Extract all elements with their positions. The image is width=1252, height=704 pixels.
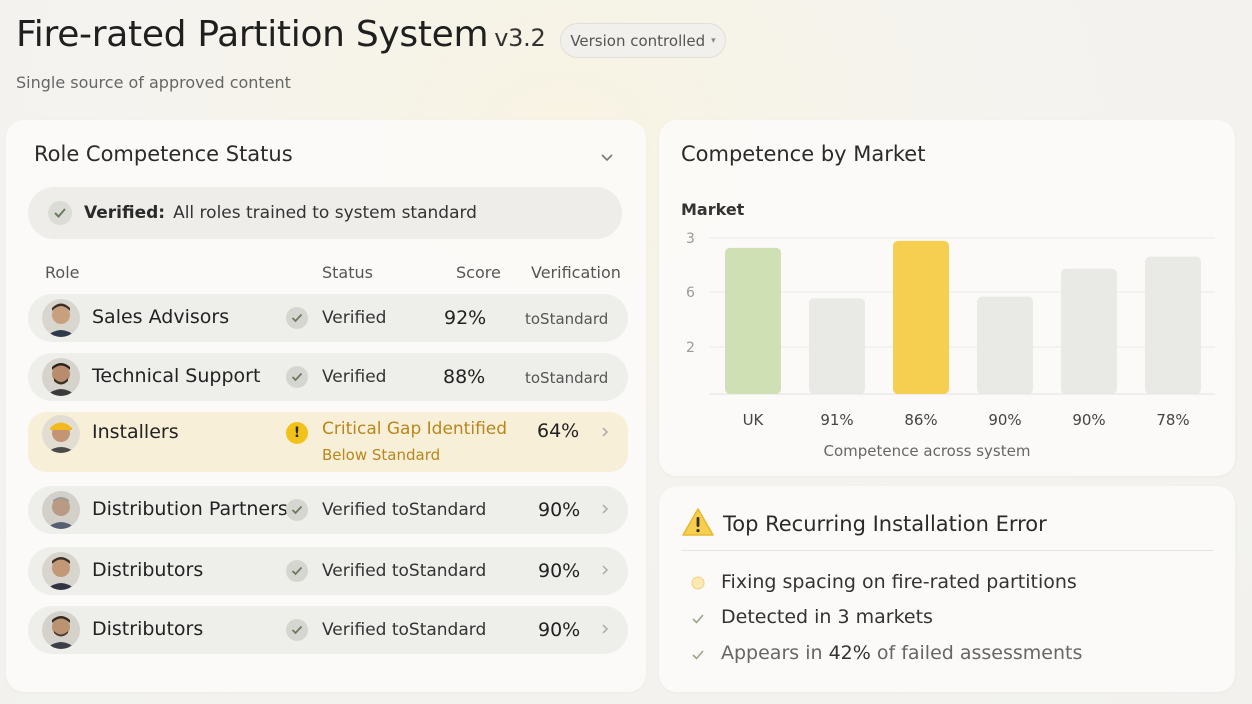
- banner-text: All roles trained to system standard: [173, 203, 477, 223]
- chart-bar[interactable]: [1061, 268, 1117, 394]
- warning-triangle-icon: [682, 508, 714, 536]
- divider: [681, 550, 1213, 551]
- role-status: Verified toStandard: [322, 500, 487, 520]
- competence-by-market-card: Competence by Market Market 3 6 2 UK 91% 86% 9…: [659, 120, 1235, 476]
- role-row-sales-advisors[interactable]: Sales Advisors Verified 92% toStandard: [28, 294, 628, 342]
- page-title: Fire-rated Partition System v3.2: [16, 14, 546, 55]
- verified-banner: Verified: All roles trained to system st…: [28, 187, 622, 239]
- check-circle-icon: [286, 499, 308, 521]
- column-header-score: Score: [456, 263, 501, 282]
- x-tick-label: 91%: [820, 411, 853, 429]
- x-tick-label: UK: [743, 411, 765, 429]
- chart-y-label: Market: [681, 200, 745, 219]
- error-item: Appears in 42% of failed assessments: [721, 642, 1082, 664]
- role-competence-title: Role Competence Status: [34, 142, 293, 166]
- chart-bar[interactable]: [977, 296, 1033, 394]
- column-header-verification: Verification: [531, 263, 621, 282]
- role-status: Verified toStandard: [322, 620, 487, 640]
- version-label: v3.2: [494, 24, 546, 52]
- role-name: Installers: [92, 421, 179, 443]
- version-controlled-dropdown[interactable]: Version controlled ▾: [560, 23, 726, 58]
- role-score: 88%: [443, 366, 486, 388]
- role-status-sub: Below Standard: [322, 446, 441, 464]
- role-row-distributors[interactable]: Distributors Verified toStandard 90%: [28, 547, 628, 595]
- chevron-right-icon[interactable]: [598, 502, 612, 516]
- check-circle-icon: [286, 307, 308, 329]
- check-circle-icon: [286, 366, 308, 388]
- role-row-distribution-partners[interactable]: Distribution Partners Verified toStandar…: [28, 486, 628, 534]
- role-name: Technical Support: [92, 365, 261, 387]
- role-status: Verified toStandard: [322, 561, 487, 581]
- role-verification: toStandard: [525, 369, 609, 387]
- check-circle-icon: [286, 619, 308, 641]
- role-row-installers[interactable]: Installers ! Critical Gap Identified Bel…: [28, 412, 628, 472]
- page-subtitle: Single source of approved content: [16, 73, 291, 92]
- error-item-strong: 42%: [828, 642, 871, 664]
- check-circle-icon: [48, 201, 72, 225]
- role-score: 90%: [538, 619, 581, 641]
- bar-chart: 3 6 2 UK 91% 86% 90% 90% 78%: [686, 231, 1215, 429]
- x-tick-label: 90%: [1072, 411, 1105, 429]
- role-score: 90%: [538, 499, 581, 521]
- error-item-prefix: Appears in: [721, 642, 829, 664]
- chevron-right-icon[interactable]: [598, 425, 612, 439]
- chart-caption: Competence across system: [823, 442, 1031, 460]
- role-status: Verified: [322, 367, 387, 387]
- role-name: Sales Advisors: [92, 306, 230, 328]
- role-name: Distribution Partners: [92, 498, 288, 520]
- y-tick-label: 6: [686, 285, 695, 301]
- role-score: 64%: [537, 420, 580, 442]
- check-icon: [689, 610, 707, 628]
- title-text: Fire-rated Partition System: [16, 14, 489, 55]
- chart-title: Competence by Market: [681, 142, 926, 166]
- avatar: [42, 552, 80, 590]
- check-circle-icon: [286, 560, 308, 582]
- caret-down-icon: ▾: [711, 35, 716, 46]
- y-tick-label: 3: [686, 231, 695, 247]
- x-tick-label: 86%: [904, 411, 937, 429]
- role-competence-card: Role Competence Status Verified: All rol…: [6, 120, 646, 692]
- role-status: Verified: [322, 308, 387, 328]
- role-name: Distributors: [92, 618, 204, 640]
- banner-strong: Verified:: [84, 203, 166, 223]
- error-item: Fixing spacing on fire-rated partitions: [721, 571, 1077, 593]
- chart-bar[interactable]: [809, 298, 865, 394]
- avatar: [42, 491, 80, 529]
- warning-circle-icon: !: [286, 422, 308, 444]
- chart-bar[interactable]: [725, 247, 781, 394]
- avatar: [42, 358, 80, 396]
- chart-bar[interactable]: [893, 240, 949, 394]
- error-item-suffix: of failed assessments: [870, 642, 1083, 664]
- role-name: Distributors: [92, 559, 204, 581]
- role-score: 90%: [538, 560, 581, 582]
- avatar: [42, 299, 80, 337]
- dot-icon: [689, 574, 707, 592]
- avatar: [42, 611, 80, 649]
- column-header-role: Role: [45, 263, 80, 282]
- installation-error-card: Top Recurring Installation Error Fixing …: [659, 486, 1235, 692]
- role-status: Critical Gap Identified: [322, 419, 508, 439]
- role-row-distributors[interactable]: Distributors Verified toStandard 90%: [28, 606, 628, 654]
- y-tick-label: 2: [686, 340, 695, 356]
- chevron-right-icon[interactable]: [598, 563, 612, 577]
- version-pill-label: Version controlled: [570, 31, 706, 50]
- role-score: 92%: [444, 307, 487, 329]
- chevron-right-icon[interactable]: [598, 622, 612, 636]
- collapse-chevron-icon[interactable]: [596, 146, 618, 168]
- error-item: Detected in 3 markets: [721, 606, 933, 628]
- x-tick-label: 90%: [988, 411, 1021, 429]
- error-title: Top Recurring Installation Error: [723, 512, 1047, 536]
- x-tick-label: 78%: [1156, 411, 1189, 429]
- role-verification: toStandard: [525, 310, 609, 328]
- role-row-technical-support[interactable]: Technical Support Verified 88% toStandar…: [28, 353, 628, 401]
- avatar: [42, 415, 80, 453]
- check-icon: [689, 646, 707, 664]
- chart-bar[interactable]: [1145, 256, 1201, 394]
- column-header-status: Status: [322, 263, 373, 282]
